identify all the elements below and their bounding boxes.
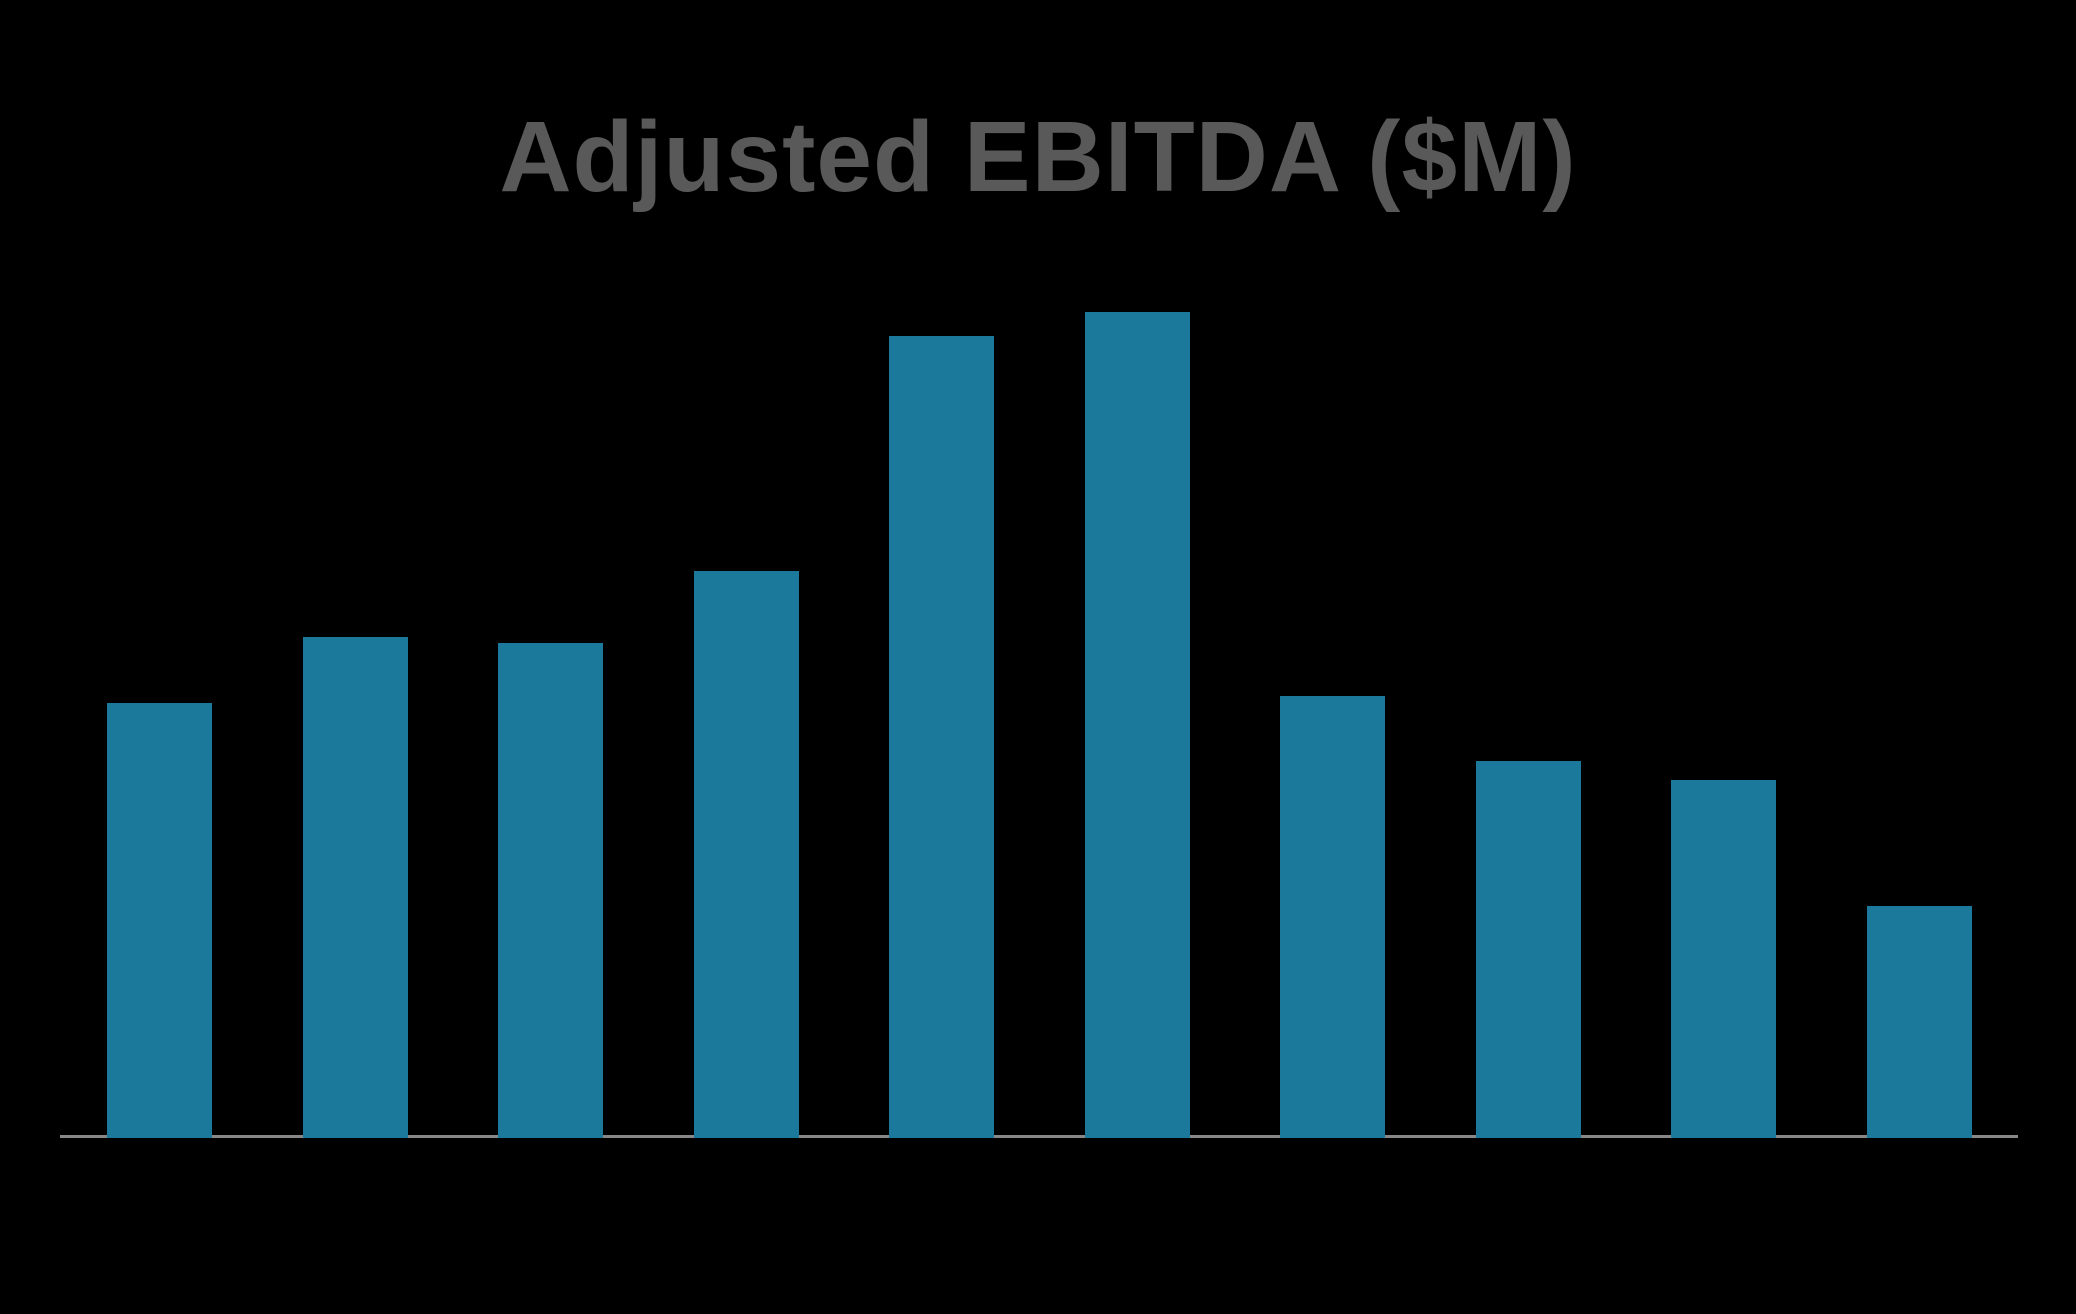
bar-7 xyxy=(1280,696,1386,1138)
bar-5 xyxy=(889,336,995,1138)
bar-2 xyxy=(302,637,408,1138)
bar-1 xyxy=(107,703,212,1138)
x-axis-line xyxy=(60,1135,2018,1138)
bar-9 xyxy=(1671,780,1777,1138)
bar-3 xyxy=(498,643,604,1138)
bar-4 xyxy=(693,571,799,1138)
chart-title: Adjusted EBITDA ($M) xyxy=(499,101,1577,213)
bar-8 xyxy=(1475,761,1581,1138)
bar-6 xyxy=(1084,312,1190,1138)
bar-10 xyxy=(1866,906,1972,1138)
